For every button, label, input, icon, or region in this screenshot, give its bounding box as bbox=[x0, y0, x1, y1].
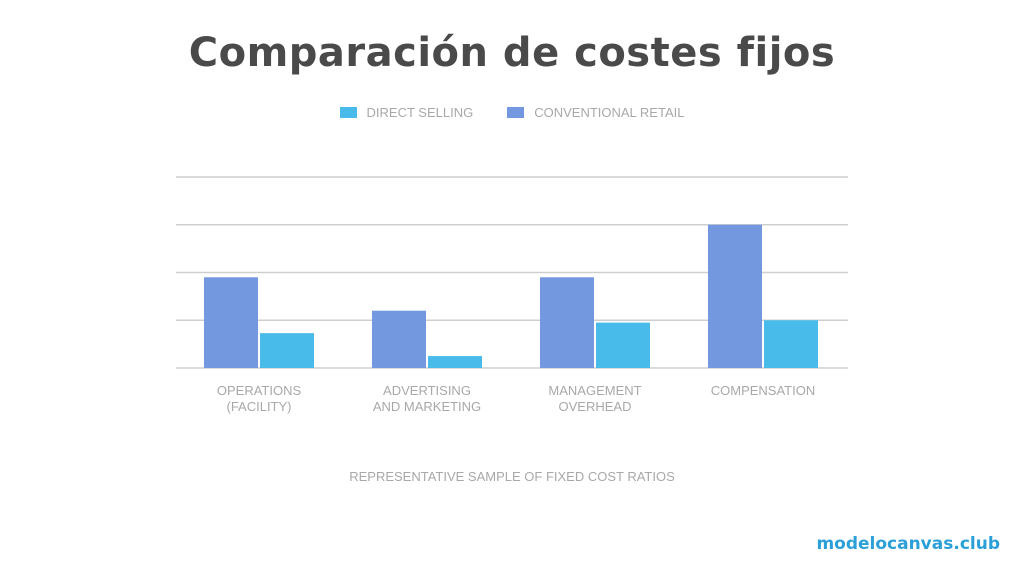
x-axis-title: REPRESENTATIVE SAMPLE OF FIXED COST RATI… bbox=[349, 469, 675, 484]
x-tick-label: OPERATIONS bbox=[217, 383, 302, 398]
x-tick-label: COMPENSATION bbox=[711, 383, 816, 398]
legend-label: DIRECT SELLING bbox=[366, 105, 474, 120]
bar-conventional-retail bbox=[540, 277, 594, 368]
brand-watermark: modelocanvas.club bbox=[816, 534, 1000, 554]
bar-conventional-retail bbox=[708, 224, 762, 368]
bar-conventional-retail bbox=[372, 310, 426, 368]
legend-item-direct-selling: DIRECT SELLING bbox=[339, 105, 474, 120]
x-tick-label: OVERHEAD bbox=[559, 399, 632, 414]
legend-swatch bbox=[507, 107, 525, 118]
legend: DIRECT SELLING CONVENTIONAL RETAIL bbox=[0, 105, 1024, 120]
chart-title: Comparación de costes fijos bbox=[188, 30, 836, 76]
legend-label: CONVENTIONAL RETAIL bbox=[534, 105, 685, 120]
legend-item-conventional-retail: CONVENTIONAL RETAIL bbox=[507, 105, 684, 120]
bar-direct-selling bbox=[764, 320, 818, 368]
x-tick-label: MANAGEMENT bbox=[548, 383, 641, 398]
bar-conventional-retail bbox=[204, 277, 258, 368]
x-tick-label: ADVERTISING bbox=[383, 383, 471, 398]
x-tick-label: AND MARKETING bbox=[373, 399, 481, 414]
legend-swatch bbox=[339, 107, 357, 118]
bar-direct-selling bbox=[596, 322, 650, 368]
bar-direct-selling bbox=[428, 356, 482, 368]
bar-direct-selling bbox=[260, 333, 314, 368]
x-tick-label: (FACILITY) bbox=[226, 399, 291, 414]
